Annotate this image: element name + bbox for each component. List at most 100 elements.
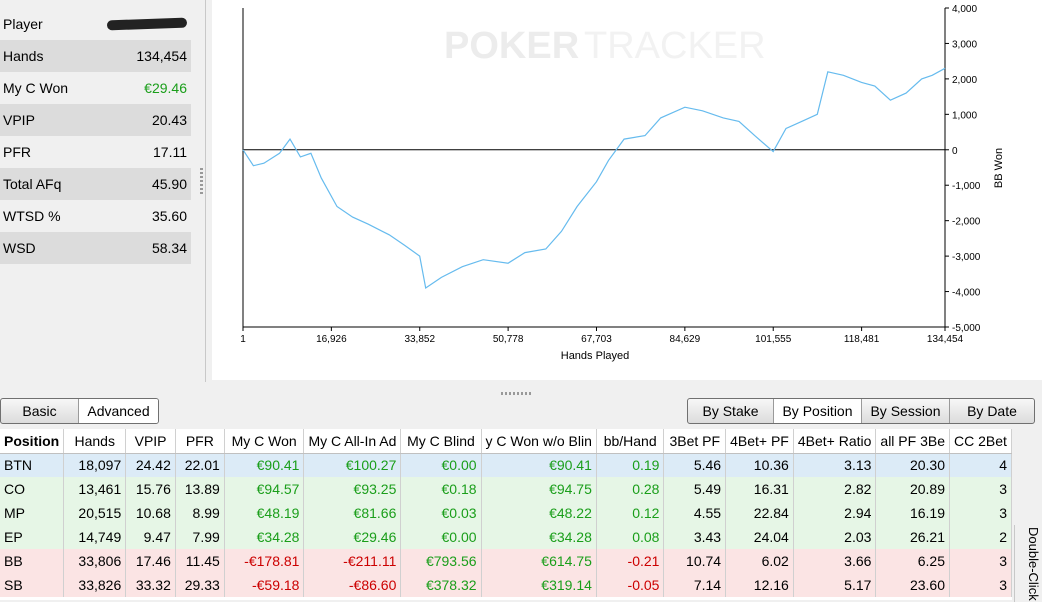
table-cell: €378.32 xyxy=(400,573,482,597)
table-cell: 20.89 xyxy=(875,477,950,501)
table-row[interactable]: BTN 18,097 24.42 22.01 €90.41 €100.27 €0.00 €90… xyxy=(0,453,1012,477)
column-header[interactable]: bb/Hand xyxy=(596,429,665,454)
redacted-player-name xyxy=(106,17,188,31)
tab-by-session[interactable]: By Session xyxy=(862,399,950,423)
table-cell: 5.49 xyxy=(663,477,727,501)
table-cell: BB xyxy=(0,549,65,573)
table-cell: 13.89 xyxy=(175,477,225,501)
table-cell: -€178.81 xyxy=(224,549,305,573)
table-cell: 3.66 xyxy=(793,549,877,573)
table-cell: 3 xyxy=(949,477,1012,501)
table-row[interactable]: BB 33,806 17.46 11.45 -€178.81 -€211.11 €793.5… xyxy=(0,549,1012,573)
column-header[interactable]: 3Bet PF xyxy=(663,429,727,454)
table-cell: 16.19 xyxy=(875,501,950,525)
stat-row-vpip: VPIP 20.43 xyxy=(0,104,191,136)
table-cell: €793.56 xyxy=(400,549,482,573)
tab-by-stake[interactable]: By Stake xyxy=(688,399,774,423)
table-cell: 20,515 xyxy=(63,501,127,525)
table-cell: -€211.11 xyxy=(303,549,402,573)
table-cell: 16.31 xyxy=(725,477,794,501)
stat-value: 58.34 xyxy=(151,240,187,256)
y-tick-label: 2,000 xyxy=(952,75,977,86)
table-cell: 24.42 xyxy=(125,453,176,477)
horizontal-splitter-grip[interactable] xyxy=(501,392,531,395)
table-cell: €0.18 xyxy=(400,477,482,501)
stat-value: 17.11 xyxy=(153,144,187,160)
table-cell: 0.08 xyxy=(596,525,665,549)
stat-label: WSD xyxy=(3,240,36,256)
table-cell: €94.57 xyxy=(224,477,305,501)
stat-row-wtsd: WTSD % 35.60 xyxy=(0,200,191,232)
stat-label: PFR xyxy=(3,144,31,160)
stat-value: 20.43 xyxy=(151,112,187,128)
table-cell: 12.16 xyxy=(725,573,794,597)
table-cell: BTN xyxy=(0,453,65,477)
column-header[interactable]: VPIP xyxy=(125,429,176,454)
stat-row-total-afq: Total AFq 45.90 xyxy=(0,168,191,200)
stat-label: Total AFq xyxy=(3,176,62,192)
stat-value: 134,454 xyxy=(136,48,187,64)
table-cell: €0.00 xyxy=(400,525,482,549)
stats-panel: Player Hands 134,454 My C Won €29.46 VPI… xyxy=(0,8,191,264)
tab-by-position[interactable]: By Position xyxy=(774,399,862,423)
table-cell: 33.32 xyxy=(125,573,176,597)
table-cell: 10.74 xyxy=(663,549,727,573)
table-cell: €614.75 xyxy=(481,549,597,573)
table-row[interactable]: CO 13,461 15.76 13.89 €94.57 €93.25 €0.18 €94.7… xyxy=(0,477,1012,501)
table-cell: 2.82 xyxy=(793,477,877,501)
table-cell: 10.36 xyxy=(725,453,794,477)
table-cell: €0.03 xyxy=(400,501,482,525)
table-cell: SB xyxy=(0,573,65,597)
column-header[interactable]: y C Won w/o Blin xyxy=(481,429,597,454)
table-cell: 13,461 xyxy=(63,477,127,501)
table-cell: 7.99 xyxy=(175,525,225,549)
stat-label: My C Won xyxy=(3,80,69,96)
tab-basic[interactable]: Basic xyxy=(1,399,79,423)
column-header[interactable]: 4Bet+ Ratio xyxy=(793,429,877,454)
vertical-divider xyxy=(205,0,206,382)
y-axis-label: BB Won xyxy=(993,148,1005,188)
tab-by-date[interactable]: By Date xyxy=(967,403,1017,419)
watermark-poker: POKER xyxy=(444,25,579,67)
column-header[interactable]: Position xyxy=(0,429,65,454)
tab-advanced[interactable]: Advanced xyxy=(79,399,158,423)
stat-label: VPIP xyxy=(3,112,35,128)
table-row[interactable]: EP 14,749 9.47 7.99 €34.28 €29.46 €0.00 €34.28 0… xyxy=(0,525,1012,549)
table-cell: €29.46 xyxy=(303,525,402,549)
winnings-series-line xyxy=(242,67,946,290)
column-header[interactable]: 4Bet+ PF xyxy=(725,429,794,454)
table-row[interactable]: MP 20,515 10.68 8.99 €48.19 €81.66 €0.03 €48.22… xyxy=(0,501,1012,525)
column-header[interactable]: My C Won xyxy=(224,429,305,454)
table-cell: 29.33 xyxy=(175,573,225,597)
table-cell: -€59.18 xyxy=(224,573,305,597)
chart-axes: 4,000 3,000 2,000 1,000 0 -1,000 -2,000 -3,000 -… xyxy=(240,4,981,345)
stat-row-my-c-won: My C Won €29.46 xyxy=(0,72,191,104)
y-tick-label: -1,000 xyxy=(952,181,981,192)
grouping-tabs: By Stake By Position By Session By Date xyxy=(687,398,1035,424)
x-tick-label: 67,703 xyxy=(581,334,612,345)
stat-row-wsd: WSD 58.34 xyxy=(0,232,191,264)
splitter-grip[interactable] xyxy=(200,168,203,196)
y-tick-label: 1,000 xyxy=(952,110,977,121)
table-cell: CO xyxy=(0,477,65,501)
x-tick-label: 1 xyxy=(240,334,246,345)
column-header[interactable]: CC 2Bet xyxy=(949,429,1012,454)
table-cell: 11.45 xyxy=(175,549,225,573)
stat-row-player[interactable]: Player xyxy=(0,8,191,40)
column-header[interactable]: all PF 3Be xyxy=(875,429,950,454)
table-cell: 0.12 xyxy=(596,501,665,525)
x-tick-label: 101,555 xyxy=(755,334,792,345)
table-row[interactable]: SB 33,826 33.32 29.33 -€59.18 -€86.60 €378.32 €… xyxy=(0,573,1012,597)
table-cell: 5.17 xyxy=(793,573,877,597)
x-tick-label: 50,778 xyxy=(493,334,524,345)
table-cell: 22.84 xyxy=(725,501,794,525)
table-cell: 4.55 xyxy=(663,501,727,525)
stat-row-hands: Hands 134,454 xyxy=(0,40,191,72)
table-cell: 20.30 xyxy=(875,453,950,477)
table-cell: 18,097 xyxy=(63,453,127,477)
column-header[interactable]: My C All-In Ad xyxy=(303,429,402,454)
table-cell: 2.03 xyxy=(793,525,877,549)
column-header[interactable]: Hands xyxy=(63,429,127,454)
column-header[interactable]: My C Blind xyxy=(400,429,482,454)
column-header[interactable]: PFR xyxy=(175,429,225,454)
